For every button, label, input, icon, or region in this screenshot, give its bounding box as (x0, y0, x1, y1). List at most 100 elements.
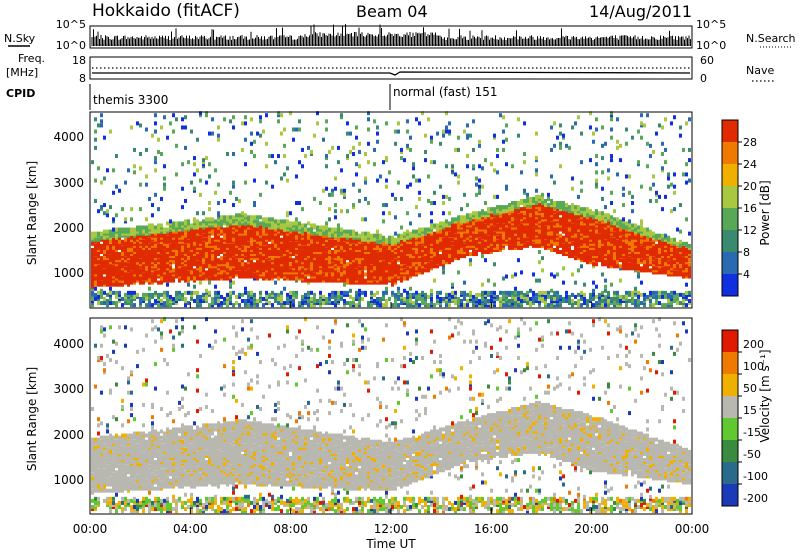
power-cell (400, 233, 403, 238)
power-cell (382, 237, 385, 242)
power-cell (220, 215, 223, 220)
power-cell (199, 250, 202, 255)
power-cell (232, 223, 235, 228)
power-cell (253, 201, 256, 206)
power-cell (286, 235, 289, 240)
power-cell (496, 209, 499, 214)
power-cell (358, 292, 361, 297)
power-cell (481, 247, 484, 252)
power-cell (511, 221, 514, 226)
power-cell (448, 260, 451, 265)
power-cell (511, 219, 514, 224)
power-cell (376, 303, 379, 308)
power-cell (331, 274, 334, 279)
power-cell (403, 235, 406, 240)
power-cell (223, 258, 226, 263)
power-cell (217, 229, 220, 234)
power-cell (154, 239, 157, 244)
power-cell (166, 256, 169, 261)
power-cell (493, 241, 496, 246)
power-cell (193, 239, 196, 244)
power-cell (493, 213, 496, 218)
power-cell (406, 145, 409, 150)
power-cell (211, 117, 214, 122)
power-cell (112, 274, 115, 279)
power-cell (301, 147, 304, 152)
power-cell (565, 219, 568, 224)
power-cell (154, 160, 157, 165)
power-cell (337, 262, 340, 267)
power-cell (130, 299, 133, 304)
power-cell (217, 221, 220, 226)
power-cell (508, 221, 511, 226)
power-cell (244, 272, 247, 277)
power-cell (148, 237, 151, 242)
power-cell (505, 217, 508, 222)
power-cell (157, 299, 160, 304)
power-cell (286, 213, 289, 218)
power-cell (376, 262, 379, 267)
power-cell (217, 268, 220, 273)
power-cell (229, 272, 232, 277)
power-cell (136, 225, 139, 230)
power-cell (379, 235, 382, 240)
power-cell (409, 256, 412, 261)
power-cell (160, 274, 163, 279)
power-cell (127, 258, 130, 263)
power-cell (514, 225, 517, 230)
power-cell (112, 217, 115, 222)
power-cell (298, 276, 301, 281)
power-cell (391, 262, 394, 267)
power-cell (373, 264, 376, 269)
power-cell (133, 243, 136, 248)
power-cell (334, 272, 337, 277)
power-cell (322, 296, 325, 301)
power-cell (235, 264, 238, 269)
power-cell (169, 233, 172, 238)
power-cell (469, 294, 472, 299)
power-cell (193, 227, 196, 232)
power-cell (355, 125, 358, 130)
power-cell (313, 196, 316, 201)
power-cell (211, 250, 214, 255)
power-cell (373, 276, 376, 281)
power-cell (427, 264, 430, 269)
power-cell (211, 243, 214, 248)
power-cell (565, 299, 568, 304)
power-cell (517, 117, 520, 122)
power-cell (343, 270, 346, 275)
power-cell (499, 239, 502, 244)
power-cell (94, 278, 97, 283)
power-cell (487, 215, 490, 220)
power-cell (211, 237, 214, 242)
power-cell (556, 294, 559, 299)
power-cell (112, 272, 115, 277)
power-cell (451, 241, 454, 246)
power-cell (247, 235, 250, 240)
power-cell (535, 211, 538, 216)
power-cell (286, 211, 289, 216)
power-cell (106, 280, 109, 285)
power-cell (493, 217, 496, 222)
power-cell (280, 299, 283, 304)
power-cell (355, 272, 358, 277)
power-cell (391, 264, 394, 269)
power-cell (154, 264, 157, 269)
power-cell (181, 256, 184, 261)
power-cell (364, 292, 367, 297)
power-cell (199, 294, 202, 299)
power-cell (379, 270, 382, 275)
power-cell (571, 292, 574, 297)
power-cell (394, 280, 397, 285)
power-cell (235, 235, 238, 240)
power-cell (430, 237, 433, 242)
nsky-label: N.Sky (4, 32, 36, 45)
power-cell (523, 221, 526, 226)
power-cell (301, 223, 304, 228)
power-cell (181, 227, 184, 232)
power-cell (184, 299, 187, 304)
power-cell (565, 207, 568, 212)
power-cell (421, 258, 424, 263)
power-cell (496, 213, 499, 218)
power-cell (319, 225, 322, 230)
